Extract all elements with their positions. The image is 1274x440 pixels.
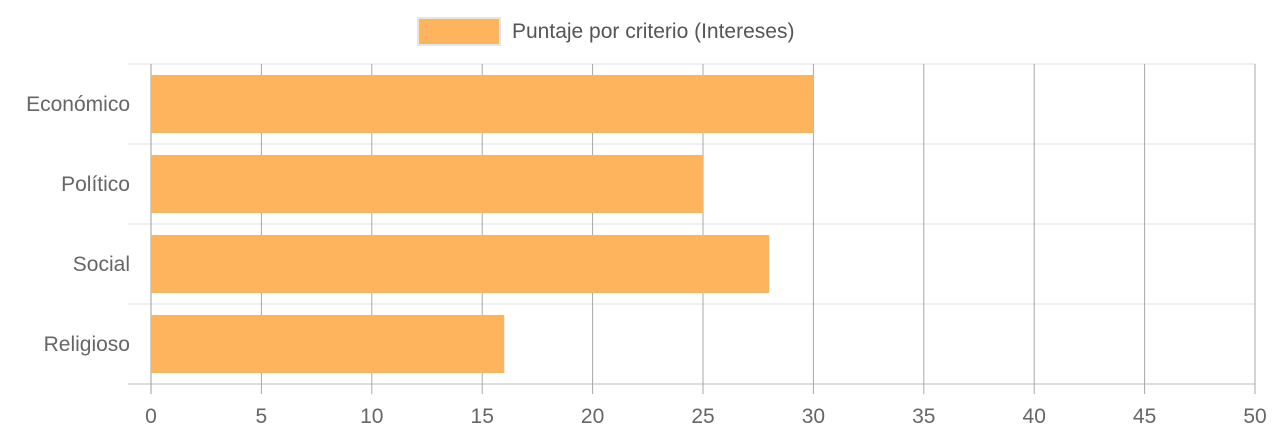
axes: 0 5 10 15 20 25 30 35 40 45 50 Económico Político Soc… xyxy=(26,93,1267,428)
x-tick-label: 5 xyxy=(256,405,268,428)
y-category-label: Social xyxy=(73,253,130,276)
bar[interactable] xyxy=(151,235,770,293)
x-tick-label: 50 xyxy=(1243,405,1266,428)
x-tick-label: 20 xyxy=(581,405,604,428)
x-tick-label: 35 xyxy=(912,405,935,428)
x-tick-label: 25 xyxy=(691,405,714,428)
y-category-label: Económico xyxy=(26,93,130,116)
y-category-label: Político xyxy=(61,173,130,196)
y-category-label: Religioso xyxy=(44,333,130,356)
legend-swatch[interactable] xyxy=(417,17,501,46)
x-tick-label: 45 xyxy=(1133,405,1156,428)
legend-label[interactable]: Puntaje por criterio (Intereses) xyxy=(512,20,794,43)
bar[interactable] xyxy=(151,155,703,213)
x-tick-label: 15 xyxy=(471,405,494,428)
legend[interactable]: Puntaje por criterio (Intereses) xyxy=(417,17,794,46)
x-tick-label: 30 xyxy=(802,405,825,428)
bar[interactable] xyxy=(151,75,814,133)
x-tick-label: 40 xyxy=(1023,405,1046,428)
x-tick-label: 0 xyxy=(145,405,157,428)
bar[interactable] xyxy=(151,315,505,373)
bars xyxy=(151,75,814,373)
x-tick-label: 10 xyxy=(360,405,383,428)
